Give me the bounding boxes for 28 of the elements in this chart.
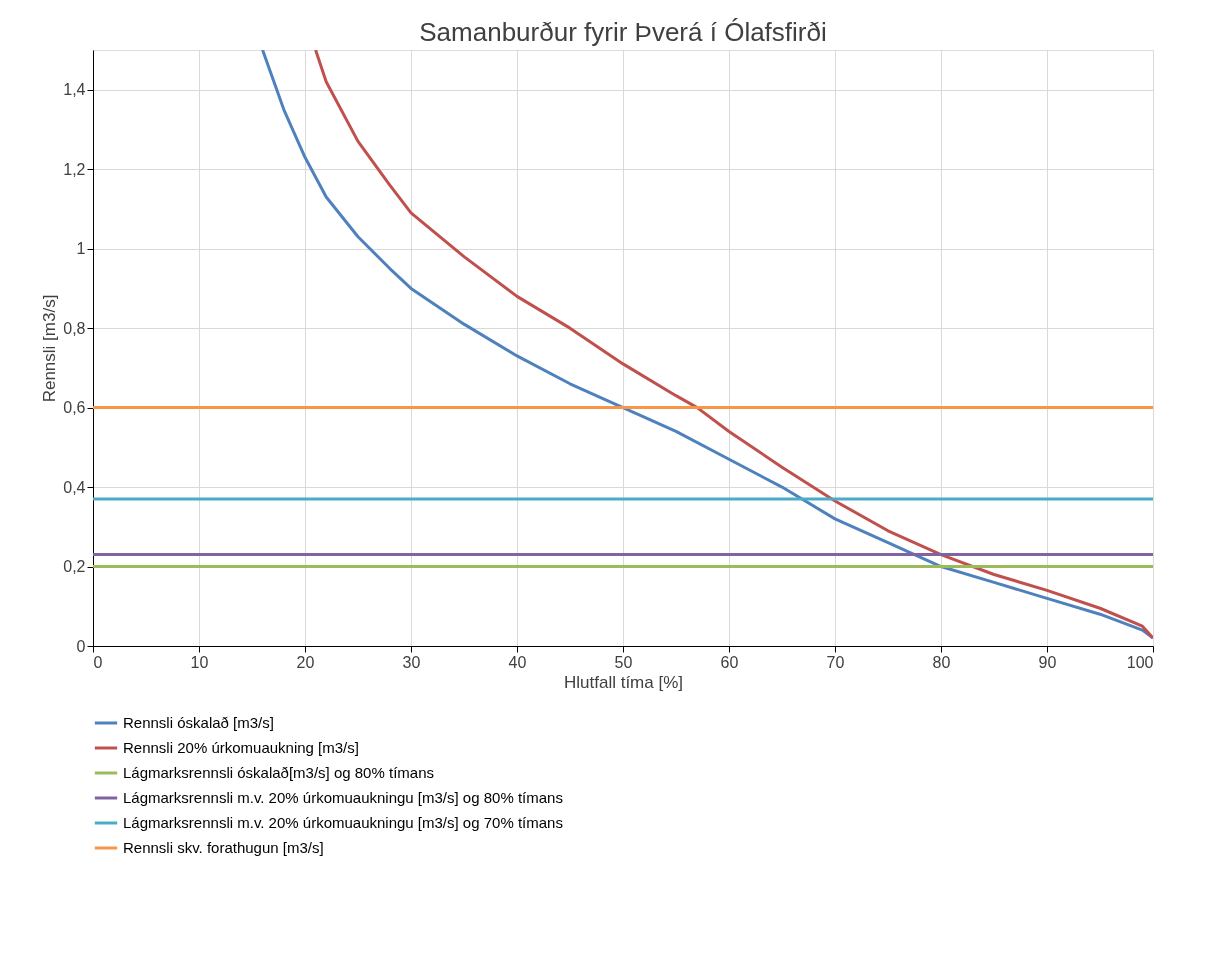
y-tick-label: 1,2 xyxy=(63,160,86,178)
legend-label: Lágmarksrennsli óskalað[m3/s] og 80% tímans xyxy=(123,764,434,781)
y-tick-label: 1,4 xyxy=(63,81,86,99)
y-tick-label: 0,2 xyxy=(63,558,86,576)
legend-label: Rennsli skv. forathugun [m3/s] xyxy=(123,839,324,856)
y-tick-label: 1 xyxy=(76,240,86,258)
y-tick-label: 0,4 xyxy=(63,478,86,496)
x-tick-label: 80 xyxy=(932,653,951,671)
x-tick-label: 50 xyxy=(614,653,633,671)
legend-label: Rennsli óskalað [m3/s] xyxy=(123,714,274,731)
x-tick-label: 0 xyxy=(93,653,103,671)
x-tick-label: 40 xyxy=(508,653,527,671)
x-tick-label: 60 xyxy=(720,653,739,671)
x-tick-label: 90 xyxy=(1038,653,1057,671)
legend-label: Lágmarksrennsli m.v. 20% úrkomuaukningu [m3/s] og 80% tímans xyxy=(123,789,563,806)
y-tick-label: 0,8 xyxy=(63,319,86,337)
x-tick-label: 100 xyxy=(1126,653,1154,671)
x-tick-label: 70 xyxy=(826,653,845,671)
y-tick-label: 0,6 xyxy=(63,399,86,417)
chart-title: Samanburður fyrir Þverá í Ólafsfirði xyxy=(419,17,827,47)
legend-label: Rennsli 20% úrkomuaukning [m3/s] xyxy=(123,739,359,756)
y-tick-label: 0 xyxy=(76,637,86,655)
x-tick-label: 30 xyxy=(402,653,421,671)
x-tick-label: 20 xyxy=(296,653,315,671)
legend-label: Lágmarksrennsli m.v. 20% úrkomuaukningu [m3/s] og 70% tímans xyxy=(123,814,563,831)
x-axis-title: Hlutfall tíma [%] xyxy=(563,672,684,692)
x-tick-label: 10 xyxy=(190,653,209,671)
y-axis-title: Rennsli [m3/s] xyxy=(40,294,60,403)
